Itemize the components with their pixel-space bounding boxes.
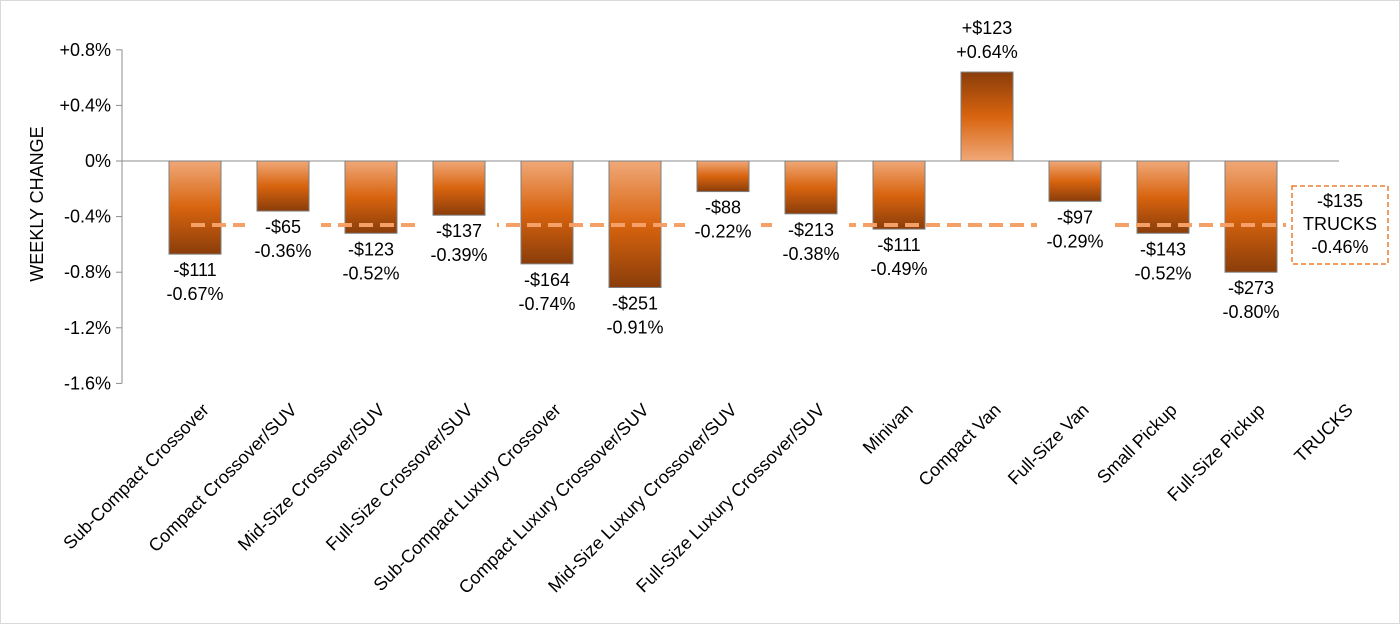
category-label: Full-Size Van: [1004, 400, 1093, 489]
y-tick-label: +0.4%: [59, 95, 111, 115]
data-label-bg: [333, 238, 409, 285]
percent-label: -0.36%: [254, 241, 311, 261]
data-label-bg: [157, 259, 233, 306]
dollar-label: -$213: [788, 220, 834, 240]
dollar-label: -$164: [524, 270, 570, 290]
trucks-average-label: TRUCKS: [1303, 214, 1377, 234]
data-label-bg: [245, 216, 321, 263]
percent-label: -0.39%: [430, 245, 487, 265]
category-label: Full-Size Pickup: [1163, 400, 1268, 505]
data-label-bg: [1213, 277, 1289, 324]
category-label: Mid-Size Crossover/SUV: [234, 400, 389, 555]
y-tick-label: +0.8%: [59, 40, 111, 60]
y-tick-label: -0.8%: [64, 262, 111, 282]
percent-label: -0.52%: [1134, 263, 1191, 283]
category-label: Full-Size Luxury Crossover/SUV: [632, 400, 829, 597]
dollar-label: -$273: [1228, 278, 1274, 298]
category-label: Mid-Size Luxury Crossover/SUV: [544, 400, 741, 597]
bar: [344, 160, 398, 234]
y-tick-label: -1.6%: [64, 373, 111, 393]
percent-label: -0.29%: [1046, 231, 1103, 251]
category-label: Full-Size Crossover/SUV: [322, 400, 477, 555]
data-label-bg: [421, 220, 497, 267]
dollar-label: -$97: [1057, 207, 1093, 227]
dollar-label: -$88: [705, 198, 741, 218]
bar: [432, 160, 486, 216]
bar: [520, 160, 574, 265]
data-label-bg: [685, 196, 761, 243]
percent-label: -0.22%: [694, 222, 751, 242]
y-tick-label: 0%: [85, 151, 111, 171]
category-label: Compact Luxury Crossover/SUV: [455, 400, 653, 598]
dollar-label: -$137: [436, 221, 482, 241]
data-label-bg: [597, 292, 673, 339]
bars: [168, 71, 1278, 288]
percent-label: -0.74%: [518, 294, 575, 314]
data-label-bg: [1037, 206, 1113, 253]
y-tick-label: -0.4%: [64, 207, 111, 227]
bar: [784, 160, 838, 215]
trucks-average-callout: [1291, 185, 1389, 265]
category-label: Sub-Compact Crossover: [59, 400, 212, 553]
data-label-bg: [773, 218, 849, 265]
dollar-label: -$65: [265, 217, 301, 237]
bar: [1048, 160, 1102, 202]
percent-label: -0.52%: [342, 263, 399, 283]
percent-label: -0.91%: [606, 317, 663, 337]
dollar-label: -$251: [612, 293, 658, 313]
bar: [960, 71, 1014, 162]
dollar-label: -$123: [348, 239, 394, 259]
percent-label: -0.38%: [782, 244, 839, 264]
bar: [256, 160, 310, 212]
category-label: Small Pickup: [1093, 400, 1181, 488]
percent-label: -0.80%: [1222, 302, 1279, 322]
bar: [872, 160, 926, 230]
dollar-label: -$111: [877, 235, 920, 255]
trucks-average-label: -0.46%: [1311, 237, 1368, 257]
data-label-bg: [1125, 238, 1201, 285]
data-labels: -$111 -0.67% -$65 -0.36% -$123 -0.52% -$137 -0.…: [157, 17, 1389, 339]
dollar-label: -$111: [173, 260, 216, 280]
category-label: Sub-Compact Luxury Crossover: [370, 400, 565, 595]
bar: [168, 160, 222, 255]
category-label: Minivan: [859, 400, 917, 458]
bar: [696, 160, 750, 193]
dollar-label: +$123: [962, 18, 1013, 38]
percent-label: +0.64%: [956, 42, 1018, 62]
percent-label: -0.49%: [870, 259, 927, 279]
trucks-average-label: -$135: [1317, 191, 1363, 211]
percent-label: -0.67%: [166, 284, 223, 304]
data-label-bg: [861, 234, 937, 281]
bar: [1136, 160, 1190, 234]
data-label-bg: [949, 17, 1025, 64]
category-label: TRUCKS: [1290, 400, 1356, 466]
data-label-bg: [509, 268, 585, 315]
bar: [1224, 160, 1278, 273]
category-label: Compact Van: [915, 400, 1005, 490]
y-tick-label: -1.2%: [64, 318, 111, 338]
category-label: Compact Crossover/SUV: [145, 400, 301, 556]
y-axis-title: WEEKLY CHANGE: [27, 126, 47, 281]
dollar-label: -$143: [1140, 239, 1186, 259]
